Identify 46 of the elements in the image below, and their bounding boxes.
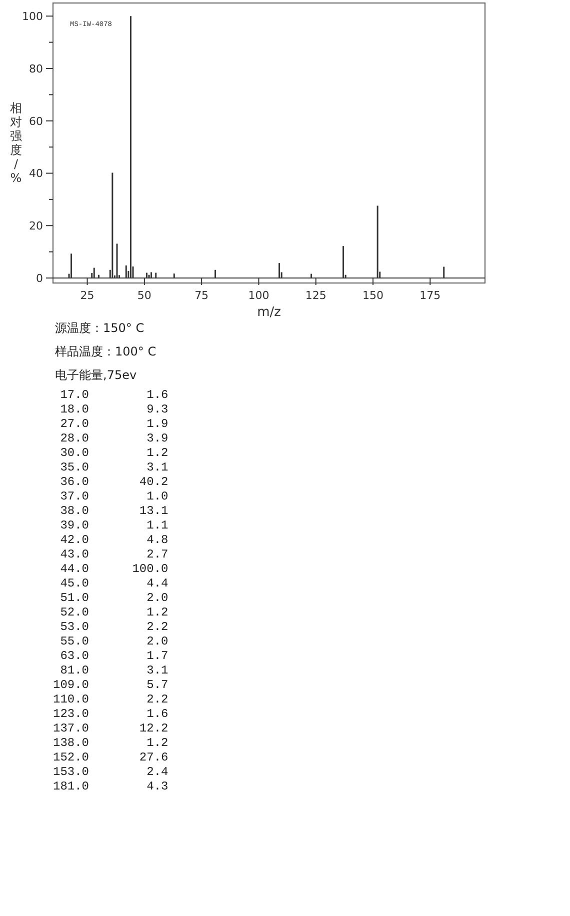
text: 43.0 2.7 bbox=[53, 548, 168, 562]
text: 52.0 1.2 bbox=[53, 606, 168, 620]
text: 28.0 3.9 bbox=[53, 432, 168, 446]
text: 152.0 27.6 bbox=[53, 750, 168, 764]
text: 36.0 40.2 bbox=[53, 475, 168, 489]
text: 45.0 4.4 bbox=[53, 576, 168, 590]
x-tick-label: 100 bbox=[248, 289, 270, 302]
text: 51.0 2.0 bbox=[53, 591, 168, 605]
text: 27.0 1.9 bbox=[53, 417, 168, 431]
text: 123.0 1.6 bbox=[53, 707, 168, 721]
text: 44.0 100.0 bbox=[53, 562, 168, 576]
text: 63.0 1.7 bbox=[53, 649, 168, 663]
text: 17.0 1.6 bbox=[53, 388, 168, 402]
text: 35.0 3.1 bbox=[53, 460, 168, 474]
y-tick-label: 100 bbox=[22, 10, 43, 24]
x-axis-title: m/z bbox=[257, 305, 282, 320]
y-tick-label: 20 bbox=[29, 220, 43, 233]
text: 138.0 1.2 bbox=[53, 736, 168, 750]
y-tick-label: 0 bbox=[36, 272, 43, 285]
text: 110.0 2.2 bbox=[53, 692, 168, 706]
y-axis-title: 相对强度/% bbox=[10, 101, 22, 185]
x-tick-label: 175 bbox=[420, 289, 441, 302]
text: 53.0 2.2 bbox=[53, 620, 168, 634]
x-tick-label: 50 bbox=[137, 289, 152, 302]
x-tick-label: 75 bbox=[194, 289, 209, 302]
text: 42.0 4.8 bbox=[53, 533, 168, 547]
y-tick-label: 80 bbox=[29, 62, 43, 76]
text: 样品温度：100° C bbox=[55, 344, 156, 358]
x-tick-label: 150 bbox=[362, 289, 384, 302]
text: 30.0 1.2 bbox=[53, 446, 168, 460]
text: 153.0 2.4 bbox=[53, 765, 168, 779]
x-tick-label: 125 bbox=[305, 289, 326, 302]
text: 18.0 9.3 bbox=[53, 402, 168, 416]
text: 81.0 3.1 bbox=[53, 664, 168, 678]
y-tick-label: 60 bbox=[29, 114, 43, 128]
text: 137.0 12.2 bbox=[53, 722, 168, 736]
text: 55.0 2.0 bbox=[53, 634, 168, 648]
y-tick-label: 40 bbox=[29, 167, 43, 180]
text: 源温度：150° C bbox=[55, 321, 144, 335]
text: 电子能量,75ev bbox=[55, 368, 137, 382]
text: 109.0 5.7 bbox=[53, 678, 168, 692]
text: 181.0 4.3 bbox=[53, 780, 168, 794]
text: 38.0 13.1 bbox=[53, 504, 168, 518]
text: 39.0 1.1 bbox=[53, 518, 168, 532]
x-tick-label: 25 bbox=[80, 289, 94, 302]
text: 37.0 1.0 bbox=[53, 490, 168, 504]
